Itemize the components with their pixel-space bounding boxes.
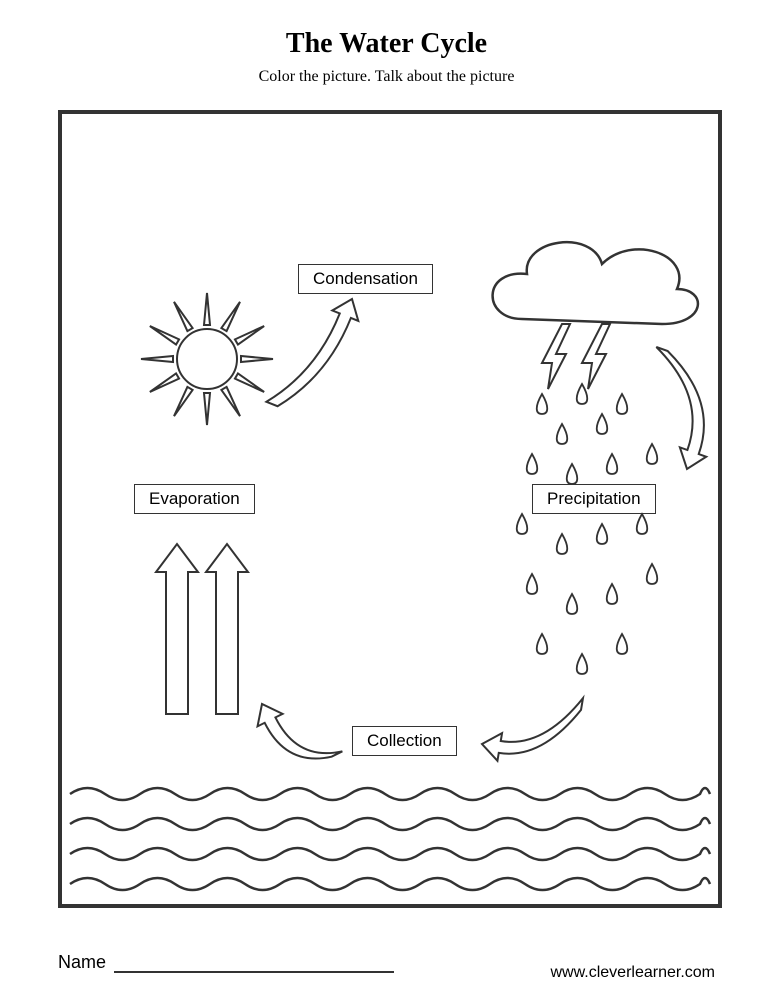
page-title: The Water Cycle (0, 28, 773, 60)
diagram-frame: Condensation Evaporation Precipitation C… (58, 110, 722, 908)
name-label: Name (58, 952, 106, 973)
page-subtitle: Color the picture. Talk about the pictur… (0, 68, 773, 86)
site-url: www.cleverlearner.com (551, 964, 716, 982)
water-waves-icon (62, 114, 718, 904)
name-field-row: Name www.cleverlearner.com (58, 952, 715, 982)
name-input-line[interactable] (114, 971, 394, 973)
